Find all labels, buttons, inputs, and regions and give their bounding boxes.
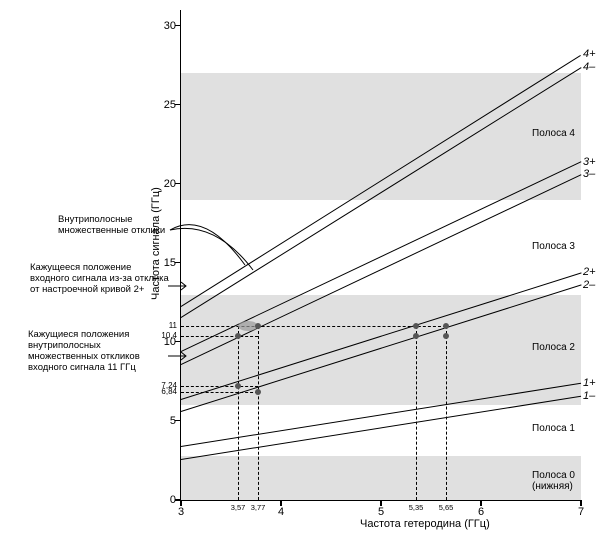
annotation-arrow-3	[168, 350, 188, 362]
x-axis-label: Частота гетеродина (ГГц)	[360, 518, 490, 530]
x-tick-label: 4	[278, 506, 284, 518]
y-tick-label: 30	[146, 20, 176, 32]
annotation-apparent-multi: Кажущиеся положения внутриполосных множе…	[28, 330, 173, 374]
band	[181, 295, 581, 406]
annotation-arrow	[165, 215, 260, 285]
mini-y-label: 6,84	[151, 387, 177, 396]
annotation-inband: Внутриполосные множественные отклики	[58, 215, 168, 237]
guide-v	[446, 326, 447, 500]
band	[181, 456, 581, 500]
guide-v	[258, 326, 259, 500]
y-tick-label: 25	[146, 99, 176, 111]
annotation-apparent-pos: Кажущееся положение входного сигнала из-…	[30, 263, 170, 296]
intersection-dot	[235, 333, 241, 339]
band-label: Полоса 4	[532, 128, 575, 139]
intersection-dot	[255, 389, 261, 395]
intersection-dot	[413, 333, 419, 339]
harmonic-line	[181, 396, 581, 461]
x-tick-label: 3	[178, 506, 184, 518]
line-label: 2+	[583, 266, 596, 278]
intersection-dot	[255, 323, 261, 329]
band-label: Полоса 1	[532, 423, 575, 434]
band-label: Полоса 2	[532, 342, 575, 353]
mini-y-label: 11	[151, 321, 177, 330]
band-label: Полоса 0 (нижняя)	[532, 470, 575, 492]
line-label: 3–	[583, 168, 595, 180]
annotation-arrow-2	[168, 280, 188, 292]
guide-h	[181, 336, 258, 337]
guide-h	[181, 392, 258, 393]
line-label: 4+	[583, 48, 596, 60]
x-tick-label: 6	[478, 506, 484, 518]
intersection-dot	[443, 323, 449, 329]
intersection-dot	[413, 323, 419, 329]
y-tick-label: 5	[146, 415, 176, 427]
intersection-dot	[443, 333, 449, 339]
x-tick-label: 5	[378, 506, 384, 518]
line-label: 2–	[583, 279, 595, 291]
y-tick-label: 0	[146, 494, 176, 506]
line-label: 1+	[583, 377, 596, 389]
line-label: 3+	[583, 156, 596, 168]
mini-x-label: 5,65	[439, 503, 454, 512]
guide-v	[238, 326, 239, 500]
mini-x-label: 3,77	[251, 503, 266, 512]
band-label: Полоса 3	[532, 241, 575, 252]
guide-v	[416, 326, 417, 500]
line-label: 4–	[583, 61, 595, 73]
x-tick-label: 7	[578, 506, 584, 518]
mini-x-label: 5,35	[409, 503, 424, 512]
intersection-dot	[235, 383, 241, 389]
mini-x-label: 3,57	[231, 503, 246, 512]
line-label: 1–	[583, 390, 595, 402]
